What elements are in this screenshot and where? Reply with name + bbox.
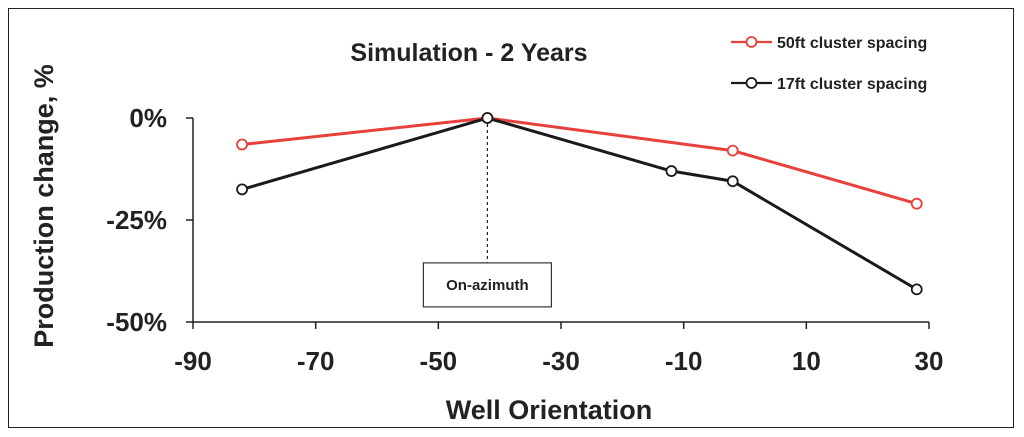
x-tick-label: -50	[420, 346, 458, 376]
series-1	[236, 112, 923, 296]
x-ticks: -90 -70 -50 -30 -10 10 30	[174, 322, 943, 376]
data-point	[726, 144, 739, 157]
y-axis-label: Production change, %	[29, 64, 59, 348]
data-point	[236, 138, 248, 151]
legend-label: 17ft cluster spacing	[777, 76, 927, 93]
y-tick-label: -25%	[106, 205, 167, 235]
line-chart: Simulation - 2 Years Production change, …	[29, 35, 943, 425]
chart-frame: Simulation - 2 Years Production change, …	[8, 8, 1014, 428]
data-point	[665, 165, 678, 177]
y-tick-label: -50%	[106, 307, 167, 337]
legend: 50ft cluster spacing 17ft cluster spacing	[731, 35, 927, 93]
series-line	[241, 116, 918, 291]
legend-item: 17ft cluster spacing	[731, 76, 927, 93]
legend-swatch-marker	[745, 36, 758, 48]
series-line	[241, 116, 918, 206]
x-tick-label: 30	[915, 346, 944, 376]
x-tick-label: -30	[542, 346, 580, 376]
x-tick-label: -90	[174, 346, 212, 376]
data-point	[481, 112, 494, 124]
chart-title: Simulation - 2 Years	[350, 39, 587, 67]
data-point	[910, 197, 923, 210]
legend-item: 50ft cluster spacing	[731, 35, 927, 52]
on-azimuth-annotation: On-azimuth	[422, 118, 552, 308]
series-layer	[236, 112, 923, 296]
data-point	[236, 183, 248, 196]
x-tick-label: -10	[665, 346, 703, 376]
data-point	[910, 283, 923, 296]
y-tick-label: 0%	[129, 103, 167, 133]
x-axis-label: Well Orientation	[446, 395, 653, 425]
legend-label: 50ft cluster spacing	[777, 35, 927, 52]
y-ticks: 0% -25% -50%	[106, 103, 193, 337]
x-tick-label: -70	[297, 346, 335, 376]
legend-swatch-marker	[745, 77, 758, 89]
annotation-box	[422, 262, 552, 308]
x-tick-label: 10	[792, 346, 821, 376]
annotation-label: On-azimuth	[446, 277, 529, 294]
data-point	[726, 175, 739, 188]
